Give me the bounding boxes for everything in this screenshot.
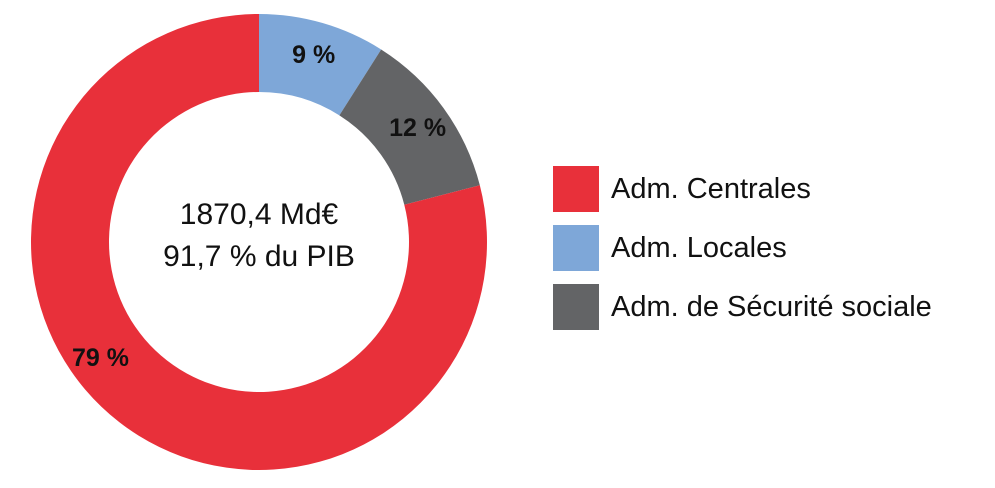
slice-label-centrales: 79 % <box>72 344 129 372</box>
slice-label-locales: 9 % <box>292 41 335 69</box>
legend-item-securite-sociale: Adm. de Sécurité sociale <box>553 284 932 330</box>
legend-swatch-locales <box>553 225 599 271</box>
legend-item-locales: Adm. Locales <box>553 225 932 271</box>
slice-centrales <box>31 14 488 470</box>
legend-swatch-centrales <box>553 166 599 212</box>
legend-item-centrales: Adm. Centrales <box>553 166 932 212</box>
center-gdp-label: 91,7 % du PIB <box>163 240 355 273</box>
chart-legend: Adm. Centrales Adm. Locales Adm. de Sécu… <box>553 166 932 343</box>
slice-value-labels: 9 % 12 % 79 % <box>72 41 446 372</box>
slice-label-securite-sociale: 12 % <box>389 114 446 142</box>
slice-securite-sociale <box>339 49 480 205</box>
legend-label-locales: Adm. Locales <box>611 231 787 264</box>
legend-swatch-securite-sociale <box>553 284 599 330</box>
donut-slices <box>31 14 488 470</box>
center-total-label: 1870,4 Md€ <box>180 198 339 231</box>
slice-locales <box>259 14 382 116</box>
legend-label-securite-sociale: Adm. de Sécurité sociale <box>611 290 932 323</box>
donut-chart: 9 % 12 % 79 % 1870,4 Md€ 91,7 % du PIB <box>31 14 488 470</box>
legend-label-centrales: Adm. Centrales <box>611 172 811 205</box>
